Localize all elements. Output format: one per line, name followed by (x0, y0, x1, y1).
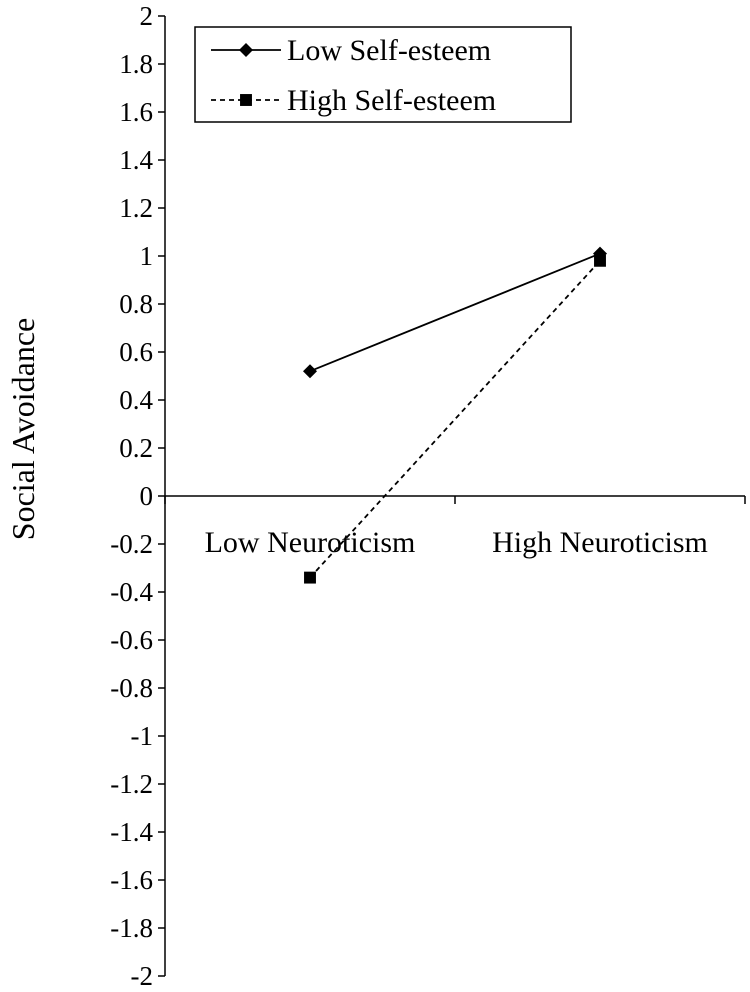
series-layer (303, 246, 607, 584)
y-tick-label: -1 (131, 721, 154, 751)
legend-item: High Self-esteem (211, 84, 496, 117)
y-tick-label: -1.6 (110, 865, 153, 895)
y-tick-label: 1.8 (119, 49, 153, 79)
x-category-label: High Neuroticism (492, 526, 708, 559)
y-tick-label: -0.4 (110, 577, 153, 607)
y-tick-label: 0.2 (119, 433, 153, 463)
series-2 (304, 254, 606, 584)
y-tick-label: 0.4 (119, 385, 153, 415)
y-tick-label: -1.2 (110, 769, 153, 799)
y-tick-label: 1.2 (119, 193, 153, 223)
legend-marker (239, 43, 253, 57)
x-ticks: Low Neuroticism High Neuroticism (164, 496, 746, 559)
legend: Low Self-esteem High Self-esteem (194, 26, 572, 123)
y-tick-label: 0.8 (119, 289, 153, 319)
y-tick-label: -0.6 (110, 625, 153, 655)
series-1 (303, 246, 607, 379)
y-tick-label: 0.6 (119, 337, 153, 367)
x-category-label: Low Neuroticism (205, 526, 416, 559)
legend-label: High Self-esteem (287, 84, 496, 117)
series-line (309, 252, 601, 373)
legend-box (194, 26, 572, 123)
y-tick-label: 1.4 (119, 145, 153, 175)
y-tick-label: -1.4 (110, 817, 153, 847)
legend-item: Low Self-esteem (211, 34, 491, 67)
y-tick-label: 2 (140, 1, 154, 31)
y-axis-title: Social Avoidance (5, 318, 41, 540)
y-tick-label: -2 (131, 961, 154, 991)
data-point (303, 364, 317, 379)
y-tick-label: 1.6 (119, 97, 153, 127)
data-point (594, 254, 606, 267)
legend-marker (240, 94, 252, 106)
y-tick-label: -1.8 (110, 913, 153, 943)
y-ticks: 2 1.8 1.6 1.4 1.2 1 0.8 0.6 0.4 0.2 0 -0.2 -0.4 -0.6 -… (110, 1, 165, 991)
y-tick-label: 1 (140, 241, 154, 271)
y-tick-label: -0.8 (110, 673, 153, 703)
y-tick-label: 0 (140, 481, 154, 511)
y-tick-label: -0.2 (110, 529, 153, 559)
legend-label: Low Self-esteem (287, 34, 491, 67)
data-point (304, 571, 316, 584)
